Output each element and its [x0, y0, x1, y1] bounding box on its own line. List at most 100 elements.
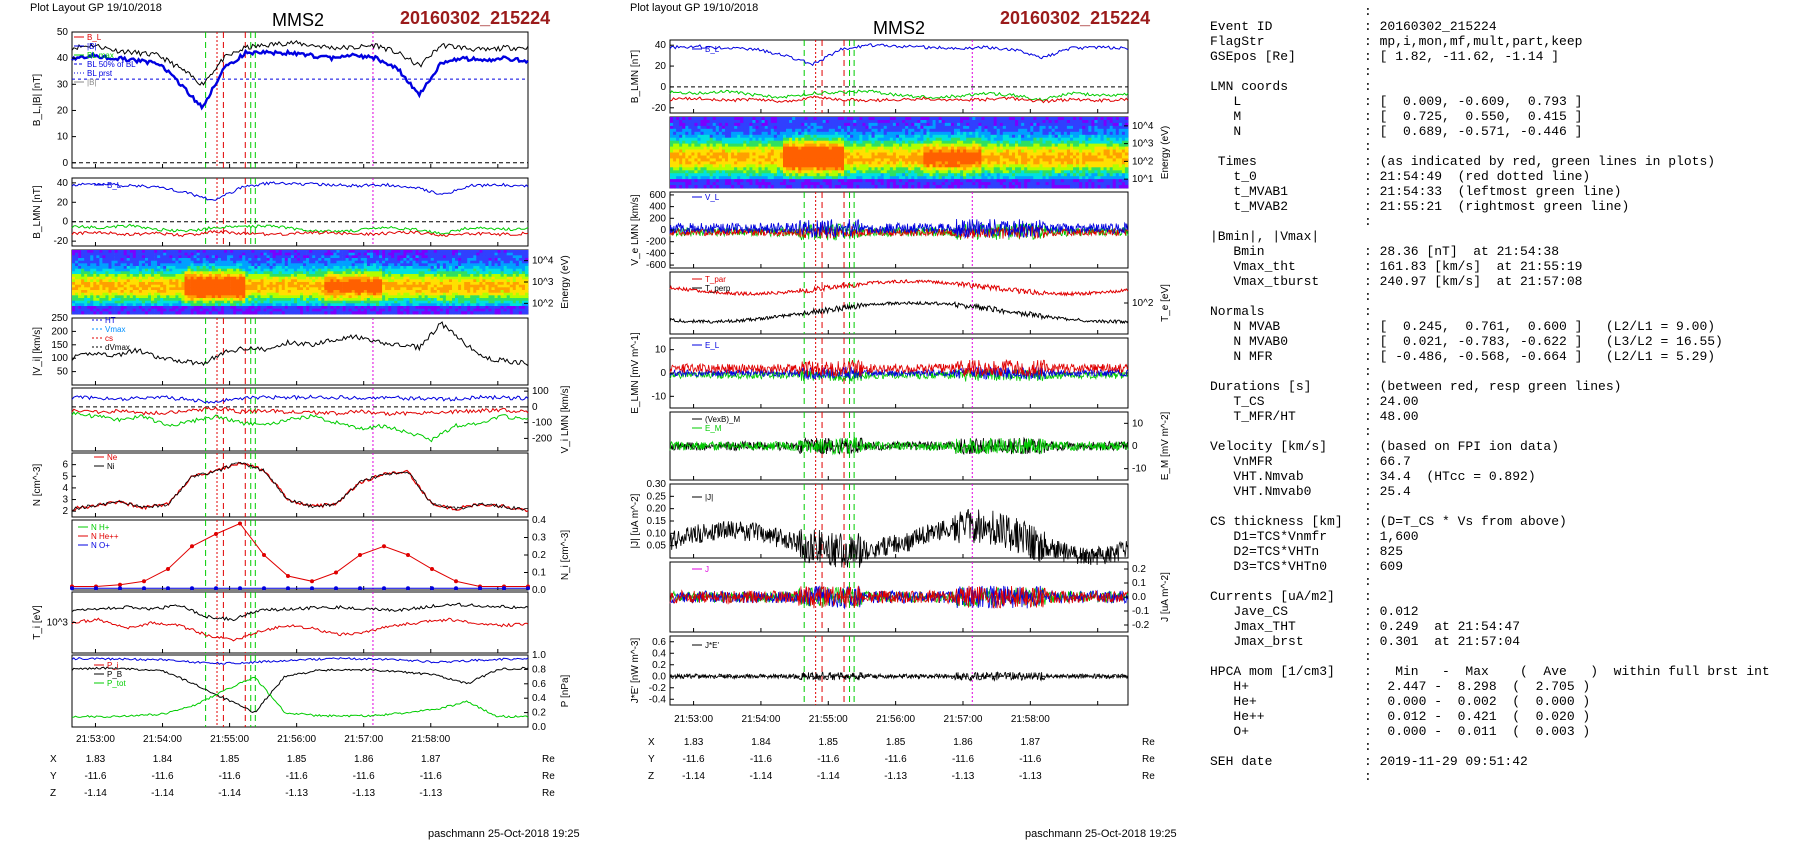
- spectrogram-cell: [439, 268, 444, 272]
- spectrogram-cell: [406, 279, 410, 283]
- spectrogram-cell: [476, 295, 480, 299]
- spectrogram-cell: [764, 140, 769, 145]
- spectrogram-cell: [266, 292, 270, 296]
- spectrogram-cell: [734, 117, 738, 121]
- spectrogram-cell: [734, 146, 738, 150]
- spectrogram-cell: [330, 250, 334, 254]
- spectrogram-cell: [93, 268, 97, 272]
- spectrogram-cell: [281, 250, 286, 254]
- spectrogram-cell: [72, 255, 76, 259]
- spectrogram-cell: [224, 287, 228, 291]
- spectrogram-cell: [321, 274, 325, 278]
- spectrogram-cell: [111, 298, 115, 302]
- spectrogram-cell: [211, 268, 216, 272]
- spectrogram-cell: [385, 308, 389, 312]
- spectrogram-cell: [406, 300, 410, 304]
- spectrogram-cell: [721, 158, 726, 162]
- spectrogram-cell: [123, 279, 128, 283]
- spectrogram-cell: [391, 260, 395, 264]
- spectrogram-cell: [525, 284, 529, 288]
- spectrogram-cell: [154, 300, 158, 304]
- spectrogram-cell: [400, 292, 404, 296]
- spectrogram-cell: [278, 290, 283, 294]
- spectrogram-cell: [721, 182, 726, 186]
- spectrogram-cell: [117, 287, 121, 291]
- spectrogram-cell: [318, 303, 322, 307]
- spectrogram-cell: [363, 250, 368, 254]
- spectrogram-cell: [424, 255, 428, 259]
- spectrogram-cell: [120, 287, 124, 291]
- spectrogram-cell: [385, 260, 389, 264]
- spectrogram-cell: [202, 300, 207, 304]
- spectrogram-cell: [306, 260, 310, 264]
- spectrogram-cell: [682, 117, 686, 121]
- spectrogram-cell: [467, 274, 471, 278]
- spectrogram-cell: [236, 292, 240, 296]
- spectrogram-cell: [227, 268, 231, 272]
- spectrogram-cell: [129, 252, 134, 256]
- spectrogram-cell: [709, 182, 714, 186]
- spectrogram-cell: [336, 306, 340, 310]
- spectrogram-cell: [114, 298, 118, 302]
- spectrogram-cell: [369, 260, 374, 264]
- spectrogram-cell: [87, 279, 91, 283]
- spectrogram-cell: [521, 276, 526, 280]
- spectrogram-cell: [482, 276, 486, 280]
- spectrogram-cell: [333, 292, 337, 296]
- spectrogram-cell: [211, 258, 216, 262]
- spectrogram-cell: [84, 287, 88, 291]
- spectrogram-cell: [700, 125, 704, 130]
- spectrogram-cell: [345, 255, 349, 259]
- spectrogram-cell: [458, 282, 462, 286]
- spectrogram-cell: [406, 311, 410, 315]
- spectrogram-cell: [755, 185, 759, 189]
- spectrogram-cell: [400, 276, 404, 280]
- spectrogram-cell: [254, 292, 258, 296]
- spectrogram-cell: [129, 266, 134, 270]
- spectrogram-cell: [506, 282, 511, 286]
- spectrogram-cell: [509, 303, 514, 307]
- spectrogram-cell: [87, 271, 91, 275]
- spectrogram-cell: [388, 287, 392, 291]
- spectrogram-cell: [290, 276, 295, 280]
- spectrogram-cell: [445, 303, 450, 307]
- spectrogram-cell: [436, 279, 441, 283]
- spectrogram-cell: [90, 255, 94, 259]
- spectrogram-cell: [148, 276, 152, 280]
- spectrogram-cell: [409, 279, 413, 283]
- spectrogram-cell: [254, 276, 258, 280]
- spectrogram-cell: [90, 279, 94, 283]
- spectrogram-cell: [108, 279, 112, 283]
- spectrogram-cell: [515, 258, 520, 262]
- spectrogram-cell: [703, 152, 708, 156]
- spectrogram-cell: [473, 300, 477, 304]
- spectrogram-cell: [269, 295, 273, 299]
- spectrogram-cell: [275, 276, 280, 280]
- spectrogram-cell: [494, 306, 498, 310]
- spectrogram-cell: [421, 255, 425, 259]
- spectrogram-cell: [160, 287, 164, 291]
- spectrogram-cell: [679, 170, 683, 174]
- spectrogram-cell: [181, 260, 185, 264]
- spectrogram-cell: [488, 295, 492, 299]
- spectrogram-cell: [278, 306, 283, 310]
- spectrogram-cell: [400, 287, 404, 291]
- spectrogram-cell: [691, 161, 695, 165]
- spectrogram-cell: [503, 292, 508, 296]
- spectrogram-cell: [181, 255, 185, 259]
- spectrogram-cell: [275, 260, 280, 264]
- spectrogram-cell: [382, 276, 386, 280]
- spectrogram-cell: [90, 274, 94, 278]
- spectrogram-cell: [461, 268, 465, 272]
- spectrogram-cell: [385, 258, 389, 262]
- spectrogram-cell: [211, 311, 216, 315]
- spectrogram-cell: [436, 252, 441, 256]
- spectrogram-cell: [321, 250, 325, 254]
- spectrogram-cell: [485, 279, 489, 283]
- spectrogram-cell: [154, 268, 158, 272]
- spectrogram-cell: [731, 176, 735, 180]
- spectrogram-cell: [297, 271, 301, 275]
- spectrogram-cell: [108, 260, 112, 264]
- spectrogram-cell: [473, 252, 477, 256]
- spectrogram-cell: [449, 276, 453, 280]
